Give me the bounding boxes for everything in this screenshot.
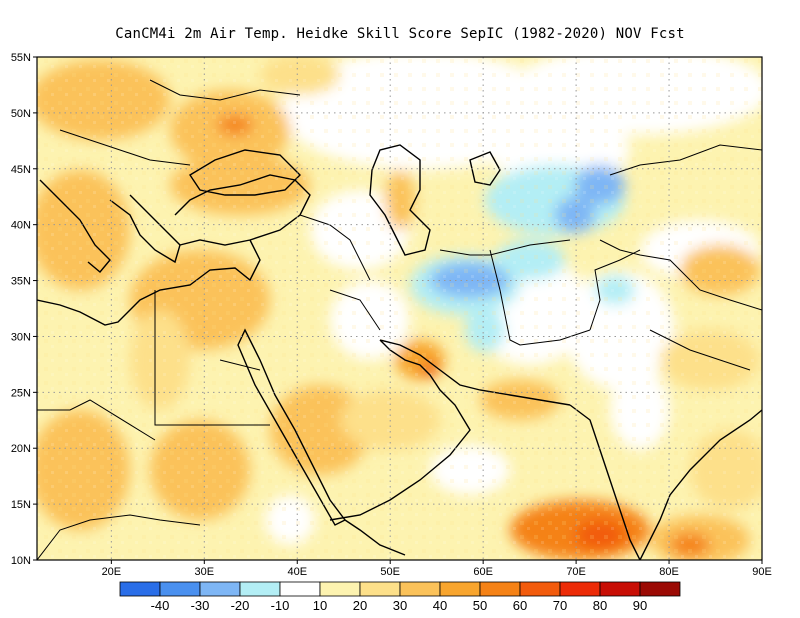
lat-tick-label: 25N	[11, 387, 31, 399]
lat-tick-label: 15N	[11, 499, 31, 511]
colorbar-swatch	[519, 581, 561, 597]
colorbar-label: 20	[353, 598, 367, 613]
lon-tick-label: 20E	[102, 566, 122, 578]
longitude-ticks: 20E 30E 40E 50E 60E 70E 80E 90E	[102, 560, 772, 578]
colorbar-label: 90	[633, 598, 647, 613]
lon-tick-label: 40E	[287, 566, 307, 578]
lon-tick-label: 90E	[752, 566, 772, 578]
colorbar-label: 40	[433, 598, 447, 613]
lat-tick-label: 35N	[11, 276, 31, 288]
colorbar-swatch	[199, 581, 241, 597]
colorbar-swatch	[159, 581, 201, 597]
colorbar-label: -30	[191, 598, 210, 613]
map-frame	[36, 56, 763, 561]
colorbar-swatch	[319, 581, 361, 597]
colorbar-swatch	[359, 581, 401, 597]
lat-tick-label: 30N	[11, 331, 31, 343]
lat-tick-label: 45N	[11, 164, 31, 176]
colorbar-label: 80	[593, 598, 607, 613]
colorbar-label: 50	[473, 598, 487, 613]
colorbar-label: -10	[271, 598, 290, 613]
coastlines-borders	[37, 79, 762, 560]
lon-tick-label: 50E	[380, 566, 400, 578]
lon-tick-label: 80E	[659, 566, 679, 578]
colorbar-label: -20	[231, 598, 250, 613]
colorbar-swatch	[599, 581, 641, 597]
shaded-field	[37, 57, 762, 560]
colorbar-swatch	[439, 581, 481, 597]
colorbar-swatch	[399, 581, 441, 597]
colorbar-swatch	[279, 581, 321, 597]
colorbar-label: 70	[553, 598, 567, 613]
colorbar-label: 60	[513, 598, 527, 613]
lat-tick-label: 40N	[11, 220, 31, 232]
colorbar-label: 30	[393, 598, 407, 613]
lon-tick-label: 70E	[566, 566, 586, 578]
colorbar-swatch	[119, 581, 161, 597]
colorbar-label: 10	[313, 598, 327, 613]
lat-tick-label: 10N	[11, 555, 31, 567]
colorbar-swatch	[559, 581, 601, 597]
lon-tick-label: 60E	[473, 566, 493, 578]
map-title: CanCM4i 2m Air Temp. Heidke Skill Score …	[115, 26, 685, 42]
colorbar-swatch	[479, 581, 521, 597]
colorbar-swatch	[639, 581, 681, 597]
lat-tick-label: 50N	[11, 108, 31, 120]
colorbar-swatch	[239, 581, 281, 597]
latitude-ticks: 10N 15N 20N 25N 30N 35N 40N 45N 50N 55N	[11, 52, 37, 567]
lat-tick-label: 20N	[11, 443, 31, 455]
graticule	[37, 57, 762, 560]
lon-tick-label: 30E	[195, 566, 215, 578]
lat-tick-label: 55N	[11, 52, 31, 64]
colorbar: -40 -30 -20 -10 10 20 30 40 50 60 70 80 90	[119, 581, 681, 613]
colorbar-label: -40	[151, 598, 170, 613]
